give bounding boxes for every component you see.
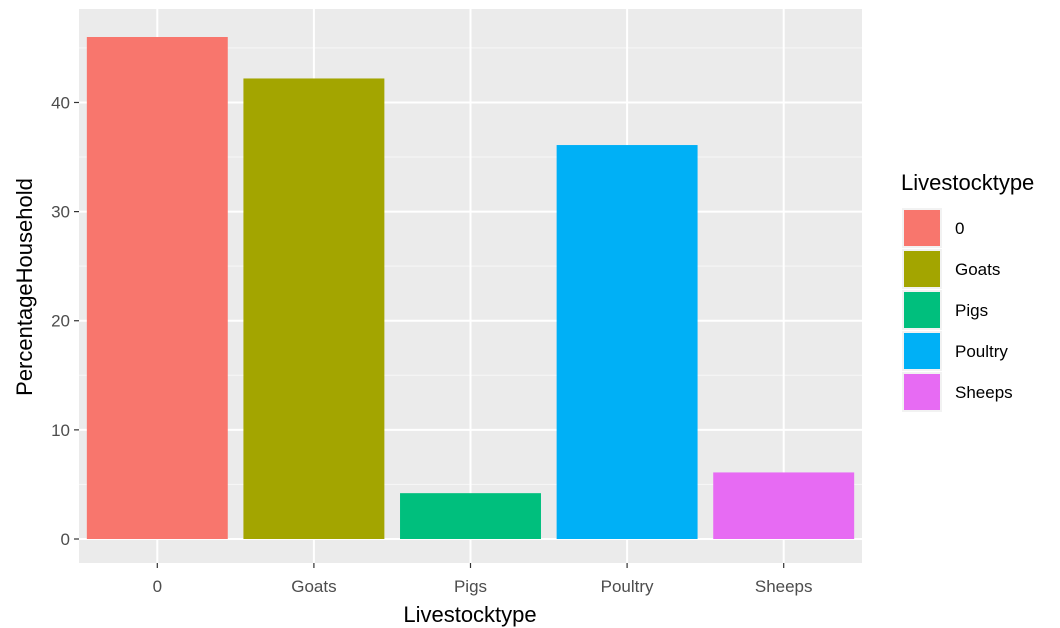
y-tick-label: 0 bbox=[61, 530, 70, 549]
x-tick-label: 0 bbox=[153, 577, 162, 596]
bar-0 bbox=[86, 37, 228, 539]
legend-swatch bbox=[904, 333, 940, 369]
legend-label: 0 bbox=[955, 219, 964, 238]
legend-title: Livestocktype bbox=[901, 170, 1034, 195]
legend-label: Poultry bbox=[955, 342, 1008, 361]
legend-label: Sheeps bbox=[955, 383, 1013, 402]
y-tick-label: 30 bbox=[51, 203, 70, 222]
y-tick-label: 20 bbox=[51, 312, 70, 331]
y-tick-label: 10 bbox=[51, 421, 70, 440]
legend-label: Goats bbox=[955, 260, 1000, 279]
y-axis-title: PercentageHousehold bbox=[12, 178, 37, 396]
bar-sheeps bbox=[713, 472, 855, 539]
legend-label: Pigs bbox=[955, 301, 988, 320]
x-axis: 0 Goats Pigs Poultry Sheeps bbox=[153, 563, 813, 596]
legend-swatch bbox=[904, 251, 940, 287]
bar-poultry bbox=[556, 145, 698, 539]
y-axis: 0 10 20 30 40 bbox=[51, 93, 79, 549]
x-axis-title: Livestocktype bbox=[403, 602, 536, 627]
y-tick-label: 40 bbox=[51, 93, 70, 112]
bars bbox=[86, 37, 855, 539]
x-tick-label: Pigs bbox=[454, 577, 487, 596]
legend-swatch bbox=[904, 210, 940, 246]
legend: Livestocktype 0 Goats Pigs Poultry Sheeps bbox=[901, 170, 1034, 412]
legend-swatch bbox=[904, 374, 940, 410]
bar-goats bbox=[243, 78, 385, 539]
x-tick-label: Poultry bbox=[601, 577, 654, 596]
bar-pigs bbox=[400, 493, 541, 539]
x-tick-label: Sheeps bbox=[755, 577, 813, 596]
legend-swatch bbox=[904, 292, 940, 328]
x-tick-label: Goats bbox=[291, 577, 336, 596]
